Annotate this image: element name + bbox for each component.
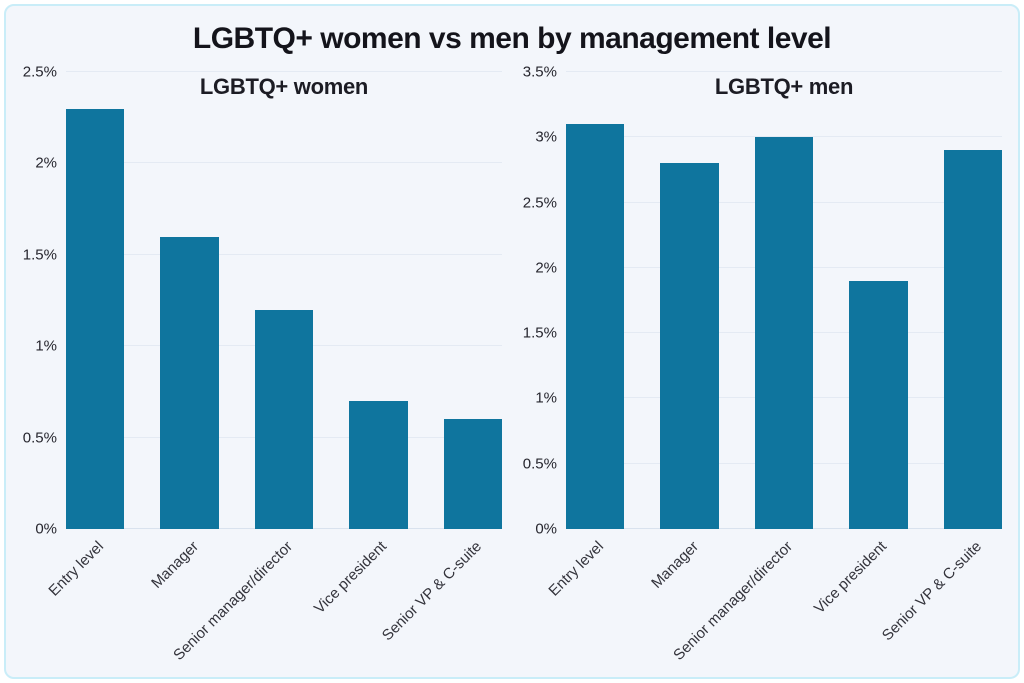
bar-senior-vp-c-suite[interactable] [943,150,1002,529]
plot-area-men: LGBTQ+ men 0% 0.5% 1% 1.5% 2% 2.5% 3% 3.5% [523,64,1002,538]
y-axis-tick-label: 2.5% [522,194,557,212]
gridline [66,162,502,164]
bar-senior-vp-c-suite[interactable] [443,419,502,529]
bar-senior-manager-director[interactable] [254,309,314,529]
x-axis-label: Senior VP & C-suite [878,538,985,645]
y-axis-tick-label: 1.5% [22,246,57,264]
bar-manager[interactable] [660,163,719,529]
x-axis-labels-men: Entry level Manager Senior manager/directo… [546,529,1002,664]
x-axis-labels-women: Entry level Manager Senior manager/directo… [46,529,502,664]
x-axis-label: Senior VP & C-suite [378,538,485,645]
bars-container [566,72,1002,529]
gridline [566,136,1002,138]
y-axis-tick-label: 2.5% [22,63,57,81]
bars-container [66,72,502,529]
plot-area-women: LGBTQ+ women 0% 0.5% 1% 1.5% 2% 2.5% [23,64,502,538]
y-axis-tick-label: 1% [35,337,57,355]
y-axis-tick-label: 0.5% [522,455,557,473]
bar-manager[interactable] [160,236,219,529]
charts-row: LGBTQ+ women 0% 0.5% 1% 1.5% 2% 2.5% Entry le… [6,58,1018,664]
y-axis-tick-label: 1.5% [522,324,557,342]
chart-lgbtq-men: LGBTQ+ men 0% 0.5% 1% 1.5% 2% 2.5% 3% 3.5% Entr… [516,58,1008,664]
y-axis-tick-label: 1% [535,389,557,407]
bar-vice-president[interactable] [349,401,408,529]
chart-title: LGBTQ+ women vs men by management level [192,22,832,55]
y-axis-tick-label: 2% [35,154,57,172]
chart-lgbtq-women: LGBTQ+ women 0% 0.5% 1% 1.5% 2% 2.5% Entry le… [16,58,508,664]
x-axis-label: Entry level [545,538,608,600]
y-axis-tick-label: 3% [535,128,557,146]
bar-entry-level[interactable] [566,124,625,529]
x-axis-label: Manager [647,538,702,592]
y-axis-tick-label: 0% [35,520,57,538]
bar-entry-level[interactable] [66,108,125,529]
bar-vice-president[interactable] [849,280,908,529]
y-axis-tick-label: 0% [535,520,557,538]
bar-senior-manager-director[interactable] [754,137,814,529]
x-axis-label: Vice president [811,538,891,618]
x-axis-label: Entry level [45,538,108,600]
x-axis-label: Vice president [311,538,391,618]
gridline [66,253,502,255]
gridline [66,71,502,72]
y-axis-tick-label: 2% [535,259,557,277]
chart-card: LGBTQ+ women vs men by management level … [4,4,1020,679]
gridline [566,71,1002,72]
y-axis-tick-label: 3.5% [522,63,557,81]
x-axis-label: Manager [147,538,202,592]
y-axis-tick-label: 0.5% [22,429,57,447]
